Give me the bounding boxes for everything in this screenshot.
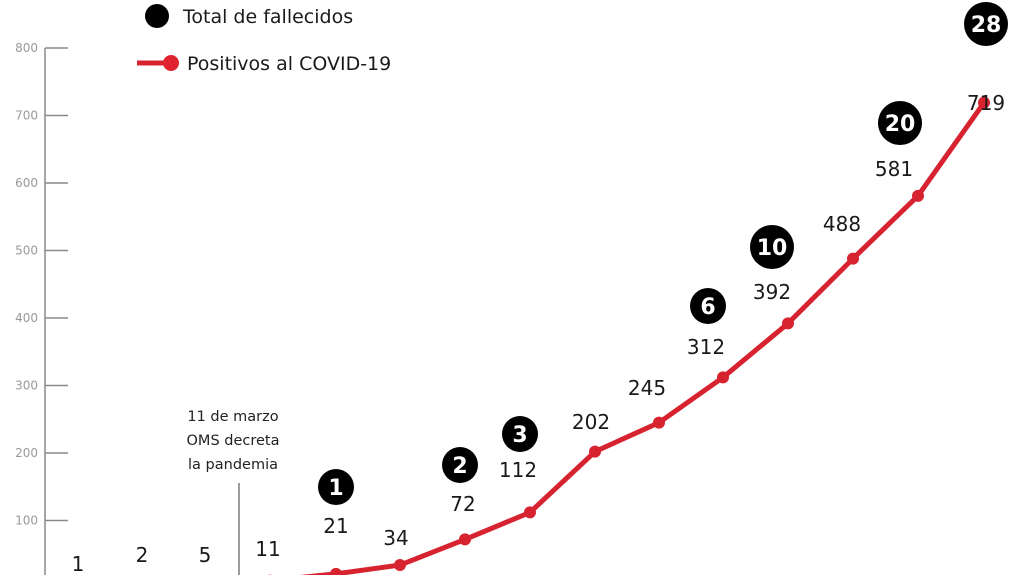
- pandemic-annotation: 11 de marzo OMS decreta la pandemia: [187, 409, 280, 575]
- value-label: 112: [499, 458, 537, 482]
- value-label: 392: [753, 280, 791, 304]
- annotation-line-2: OMS decreta: [187, 433, 280, 449]
- y-tick-label: 400: [15, 311, 38, 325]
- value-label: 11: [255, 537, 280, 561]
- data-point: [847, 252, 859, 265]
- data-point: [978, 96, 990, 109]
- death-badge: [750, 225, 794, 269]
- data-point: [330, 567, 342, 575]
- value-label: 202: [572, 410, 610, 434]
- death-count: 6: [700, 295, 715, 320]
- death-count: 20: [885, 112, 916, 137]
- annotation-line-3: la pandemia: [188, 457, 278, 473]
- value-label: 312: [687, 335, 725, 359]
- y-tick-label: 500: [15, 244, 38, 258]
- y-tick-label: 300: [15, 379, 38, 393]
- legend-positives-label: Positivos al COVID-19: [187, 53, 391, 75]
- data-point: [394, 559, 406, 572]
- death-count: 10: [757, 236, 788, 261]
- value-label: 1: [72, 552, 85, 575]
- value-label: 2: [136, 543, 149, 567]
- y-axis: 100 200 300 400 500 600 700 800: [15, 41, 68, 575]
- positives-legend-dot-icon: [163, 55, 179, 71]
- data-point: [459, 533, 471, 546]
- value-label: 488: [823, 212, 861, 236]
- death-badge: [442, 447, 478, 483]
- y-tick-label: 700: [15, 109, 38, 123]
- value-label: 581: [875, 157, 913, 181]
- death-badge: [878, 101, 922, 145]
- y-tick-label: 200: [15, 446, 38, 460]
- deaths-badges: 1 2 3 6 10 20 28: [318, 2, 1008, 505]
- value-label: 34: [383, 526, 408, 550]
- value-label: 245: [628, 376, 666, 400]
- value-label: 5: [199, 543, 212, 567]
- data-point: [589, 445, 601, 458]
- data-point: [717, 371, 729, 384]
- data-point: [653, 416, 665, 429]
- legend: Total de fallecidos Positivos al COVID-1…: [137, 4, 391, 75]
- y-tick-label: 800: [15, 41, 38, 55]
- value-label: 21: [323, 514, 348, 538]
- annotation-line-1: 11 de marzo: [187, 409, 278, 425]
- death-count: 3: [512, 423, 527, 448]
- positives-series: [267, 96, 990, 575]
- death-badge: [690, 288, 726, 324]
- legend-deaths-label: Total de fallecidos: [182, 6, 353, 28]
- data-point: [524, 506, 536, 519]
- y-tick-label: 600: [15, 176, 38, 190]
- positives-line: [299, 101, 987, 575]
- data-point: [782, 317, 794, 330]
- death-badge: [318, 469, 354, 505]
- death-count: 2: [452, 454, 467, 479]
- data-point: [912, 189, 924, 202]
- deaths-legend-icon: [145, 4, 169, 28]
- y-tick-label: 100: [15, 514, 38, 528]
- value-label: 72: [450, 492, 475, 516]
- value-label: 719: [967, 91, 1005, 115]
- death-badge: [964, 2, 1008, 46]
- death-count: 28: [971, 13, 1002, 38]
- death-badge: [502, 416, 538, 452]
- death-count: 1: [328, 476, 343, 501]
